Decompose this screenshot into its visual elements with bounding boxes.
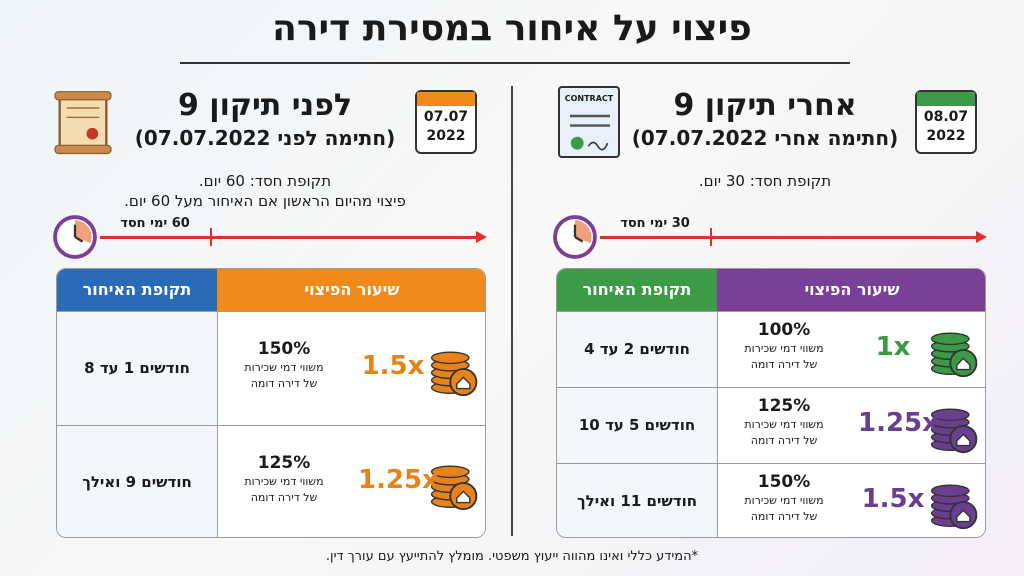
table: שיעור הפיצוי תקופת האיחור 1.5x 150% משווי דמ… xyxy=(56,268,486,538)
description: משווי דמי שכירות xyxy=(244,361,324,374)
timeline-label: 60 ימי חסד xyxy=(120,216,190,231)
description: של דירה דומה xyxy=(750,510,818,523)
title: פיצוי על איחור במסירת דירה xyxy=(272,8,752,49)
period-cell: חודשים 11 ואילך xyxy=(557,463,717,537)
panel-heading: לפני תיקון 9 xyxy=(177,88,353,123)
description: משווי דמי שכירות xyxy=(744,342,824,355)
multiplier: 1.5x xyxy=(361,351,425,381)
multiplier: 1.5x xyxy=(861,484,925,514)
calendar-top xyxy=(917,92,975,106)
percent: 125% xyxy=(257,453,311,473)
contract-lines-graphic xyxy=(570,114,610,151)
panel-subheading: (חתימה לפני 07.07.2022) xyxy=(134,126,396,150)
coin-stack-graphic xyxy=(430,351,478,397)
coin-stack-graphic xyxy=(930,408,978,454)
calendar-year: 2022 xyxy=(426,128,466,144)
coin-stack xyxy=(926,396,982,456)
percent: 125% xyxy=(757,396,811,416)
scroll-icon xyxy=(48,84,118,160)
description: משווי דמי שכירות xyxy=(244,475,324,488)
period-cell: חודשים 5 עד 10 xyxy=(557,387,717,463)
table-header: שיעור הפיצוי xyxy=(217,269,485,311)
title-underline xyxy=(180,62,850,64)
timeline-tick xyxy=(210,228,212,246)
rate-cell: 1.25x 125% משווי דמי שכירות של דירה דומה xyxy=(217,425,485,537)
scroll-icon-graphic xyxy=(54,91,112,155)
period: חודשים 11 ואילך xyxy=(576,492,698,510)
coin-stack-graphic xyxy=(930,332,978,378)
clock-icon-graphic xyxy=(553,215,597,259)
multiplier: 1.25x xyxy=(358,465,439,495)
timeline-label: 30 ימי חסד xyxy=(620,216,690,231)
rate-cell: 1x 100% משווי דמי שכירות של דירה דומה xyxy=(717,311,985,387)
rate-cell: 1.5x 150% משווי דמי שכירות של דירה דומה xyxy=(217,311,485,425)
timeline-arrow xyxy=(976,231,987,243)
multiplier: 1.25x xyxy=(858,408,939,438)
description: של דירה דומה xyxy=(250,377,318,390)
period: חודשים 9 ואילך xyxy=(82,473,192,491)
calendar-year: 2022 xyxy=(926,128,966,144)
rate-cell: 1.5x 150% משווי דמי שכירות של דירה דומה xyxy=(717,463,985,537)
description: משווי דמי שכירות xyxy=(744,418,824,431)
clock-icon xyxy=(552,214,598,260)
panel-heading: אחרי תיקון 9 xyxy=(673,88,857,123)
calendar-icon: 07.07 2022 xyxy=(415,90,477,154)
clock-icon-graphic xyxy=(53,215,97,259)
timeline-tick xyxy=(710,228,712,246)
clock-icon xyxy=(52,214,98,260)
coin-stack xyxy=(426,453,482,513)
calendar-top xyxy=(417,92,475,106)
description: של דירה דומה xyxy=(750,434,818,447)
description: משווי דמי שכירות xyxy=(744,494,824,507)
period-cell: חודשים 9 ואילך xyxy=(57,425,217,537)
table: שיעור הפיצוי תקופת האיחור 1x 100% משווי דמי … xyxy=(556,268,986,538)
period: חודשים 1 עד 8 xyxy=(84,359,190,377)
period: חודשים 2 עד 4 xyxy=(584,340,690,358)
timeline-line xyxy=(100,236,480,239)
description: של דירה דומה xyxy=(750,358,818,371)
table-header: תקופת האיחור xyxy=(57,269,217,311)
calendar-day: 08.07 xyxy=(923,109,969,125)
coin-stack xyxy=(926,472,982,532)
contract-label: CONTRACT xyxy=(564,94,614,103)
note: תקופת חסד: 30 יום. xyxy=(698,172,832,190)
table-header: תקופת האיחור xyxy=(557,269,717,311)
percent: 150% xyxy=(257,339,311,359)
coin-stack-graphic xyxy=(430,465,478,511)
rate-cell: 1.25x 125% משווי דמי שכירות של דירה דומה xyxy=(717,387,985,463)
disclaimer: *המידע כללי ואינו מהווה ייעוץ משפטי. מומ… xyxy=(325,549,699,564)
contract-lines xyxy=(566,108,614,156)
note: פיצוי מהיום הראשון אם האיחור מעל 60 יום. xyxy=(124,192,406,210)
percent: 100% xyxy=(757,320,811,340)
coin-stack-graphic xyxy=(930,484,978,530)
coin-stack xyxy=(926,320,982,380)
description: של דירה דומה xyxy=(250,491,318,504)
panel-subheading: (חתימה אחרי 07.07.2022) xyxy=(631,126,899,150)
period-cell: חודשים 2 עד 4 xyxy=(557,311,717,387)
panel-divider xyxy=(511,86,513,536)
table-header: שיעור הפיצוי xyxy=(717,269,985,311)
period: חודשים 5 עד 10 xyxy=(578,416,696,434)
period-cell: חודשים 1 עד 8 xyxy=(57,311,217,425)
timeline-arrow xyxy=(476,231,487,243)
multiplier: 1x xyxy=(875,332,911,362)
note: תקופת חסד: 60 יום. xyxy=(198,172,332,190)
calendar-day: 07.07 xyxy=(423,109,469,125)
calendar-icon: 08.07 2022 xyxy=(915,90,977,154)
timeline-line xyxy=(600,236,980,239)
coin-stack xyxy=(426,339,482,399)
percent: 150% xyxy=(757,472,811,492)
contract-icon: CONTRACT xyxy=(558,86,620,158)
